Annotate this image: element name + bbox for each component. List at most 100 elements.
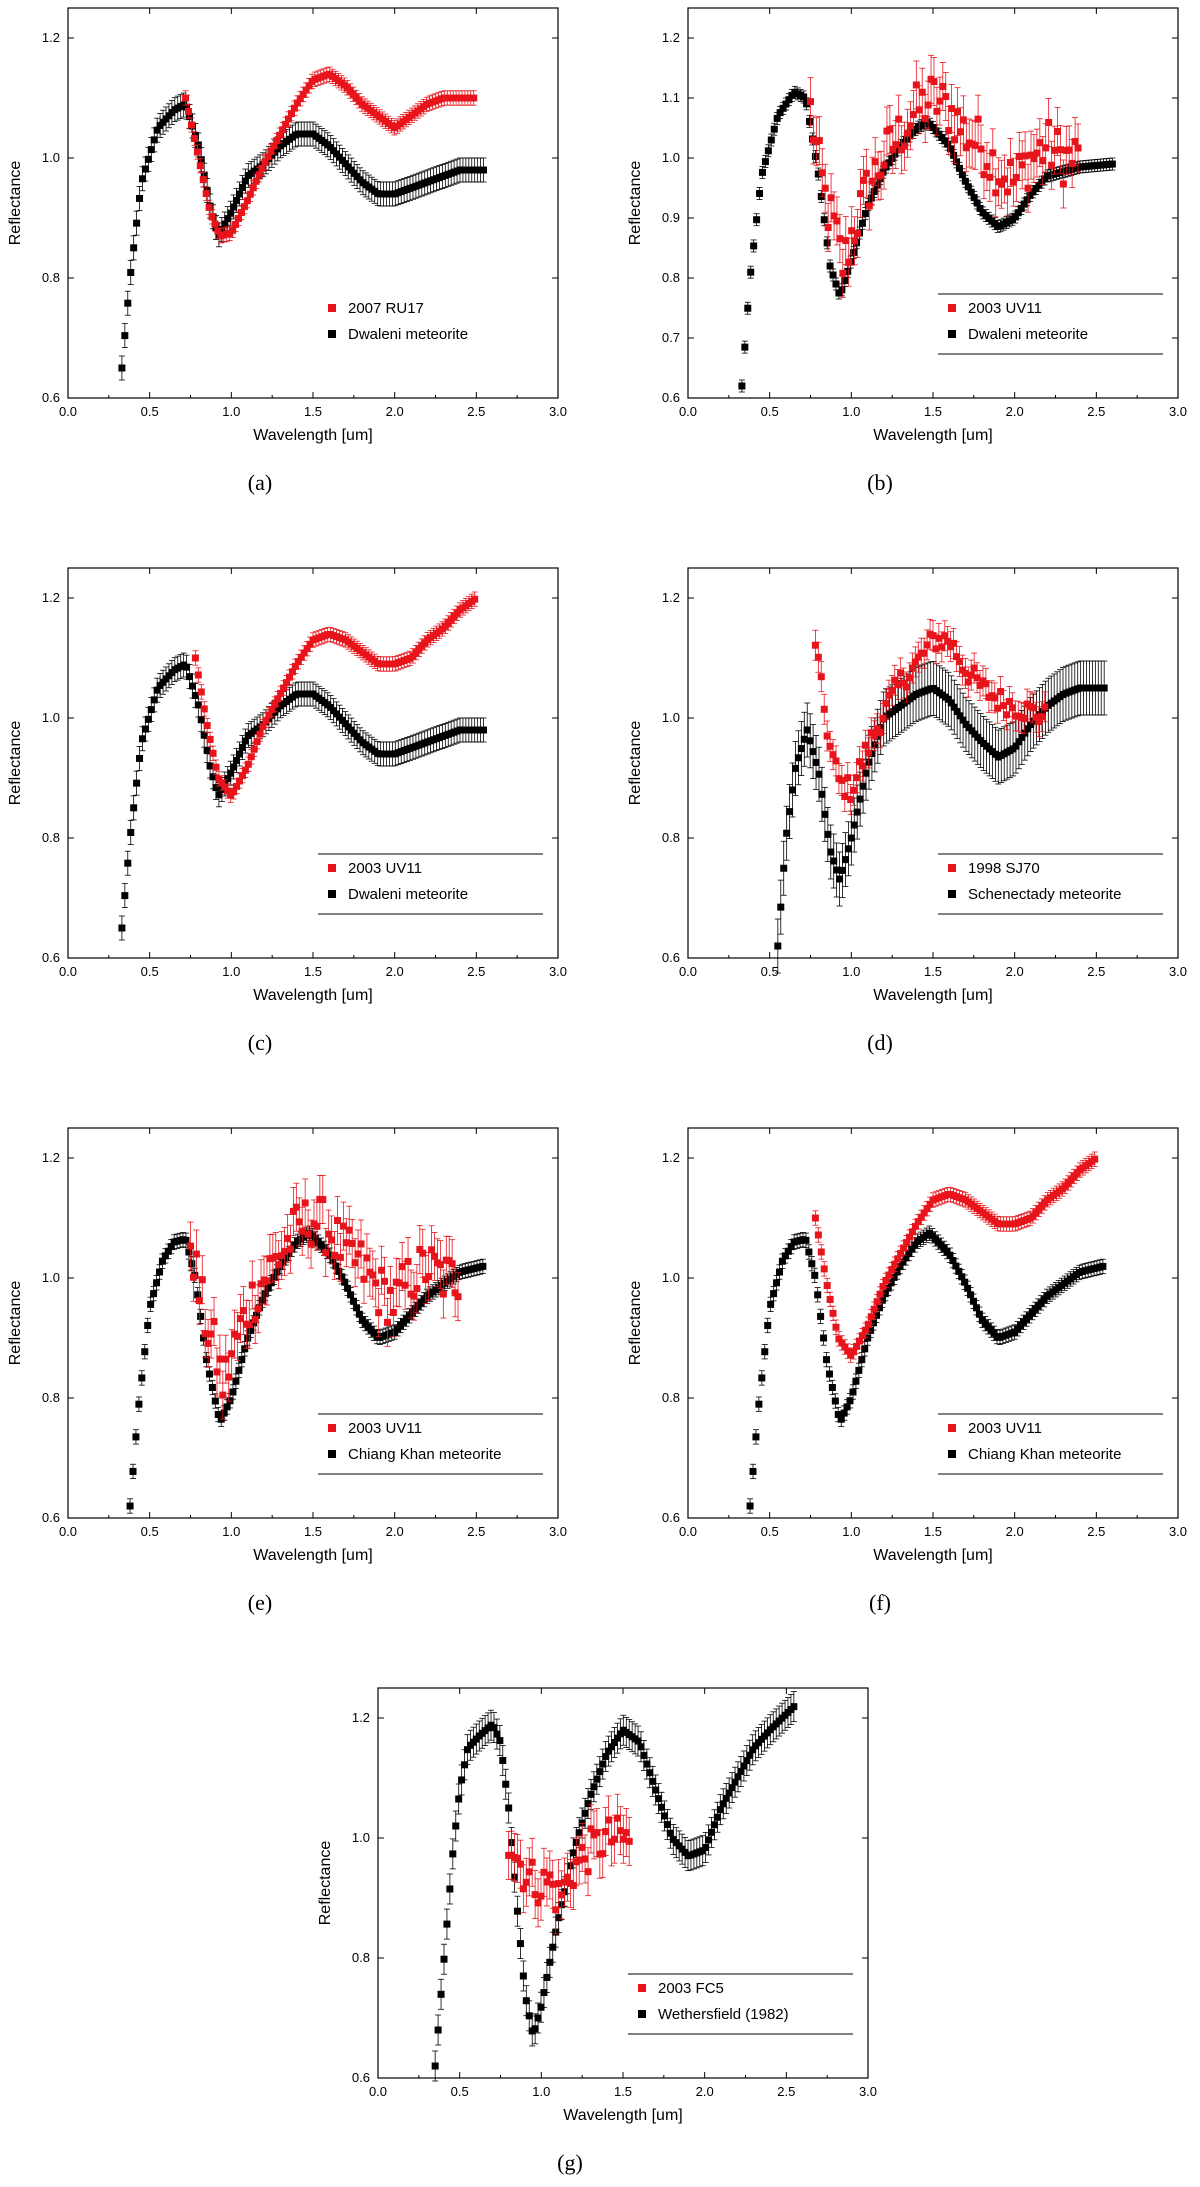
data-point — [862, 169, 870, 177]
data-point — [238, 744, 246, 752]
data-point — [389, 1308, 397, 1316]
data-point — [844, 267, 852, 275]
x-axis-label: Wavelength [um] — [253, 1547, 372, 1564]
x-tick-label: 2.5 — [467, 404, 485, 419]
data-point — [902, 1254, 910, 1262]
data-point — [200, 1334, 208, 1342]
caption-d: (d) — [867, 1030, 893, 1055]
data-point — [138, 175, 146, 183]
data-point — [811, 641, 819, 649]
data-point — [944, 695, 952, 703]
data-point — [182, 94, 190, 102]
data-point — [241, 1345, 249, 1353]
data-point — [1100, 684, 1108, 692]
data-point — [1053, 128, 1061, 136]
data-point — [1108, 160, 1116, 168]
data-point — [876, 728, 884, 736]
data-point — [889, 145, 897, 153]
data-point — [809, 748, 817, 756]
series-0 — [191, 591, 479, 803]
data-point — [398, 1263, 406, 1271]
data-point — [197, 716, 205, 724]
data-point — [1012, 742, 1020, 750]
y-tick-label: 0.6 — [42, 1510, 60, 1525]
data-point — [829, 271, 837, 279]
data-point — [419, 1249, 427, 1257]
data-point — [841, 277, 849, 285]
y-axis-label: Reflectance — [7, 1281, 24, 1366]
data-point — [847, 796, 855, 804]
data-point — [832, 280, 840, 288]
data-point — [970, 664, 978, 672]
data-point — [289, 1207, 297, 1215]
data-point — [288, 668, 296, 676]
data-point — [781, 1252, 789, 1260]
data-point — [776, 109, 784, 117]
x-tick-label: 1.5 — [304, 1524, 322, 1539]
data-point — [861, 210, 869, 218]
data-point — [235, 1366, 243, 1374]
data-point — [352, 1304, 360, 1312]
data-point — [1048, 161, 1056, 169]
legend-marker — [328, 304, 336, 312]
data-point — [150, 696, 158, 704]
x-tick-label: 1.5 — [304, 404, 322, 419]
data-point — [744, 304, 752, 312]
data-point — [812, 758, 820, 766]
data-point — [870, 188, 878, 196]
data-point — [841, 793, 849, 801]
x-axis-label: Wavelength [um] — [873, 987, 992, 1004]
legend: 1998 SJ70 Schenectady meteorite — [938, 853, 1163, 915]
data-point — [909, 111, 917, 119]
data-point — [203, 1356, 211, 1364]
y-axis-label: Reflectance — [7, 721, 24, 806]
data-point — [871, 741, 879, 749]
data-point — [258, 164, 266, 172]
data-point — [807, 98, 814, 106]
data-point — [870, 732, 878, 740]
data-point — [786, 808, 794, 816]
caption-c: (c) — [247, 1030, 273, 1055]
data-point — [164, 1247, 172, 1255]
data-point — [1026, 191, 1034, 199]
data-point — [186, 673, 194, 681]
data-point — [1008, 704, 1016, 712]
data-point — [413, 1285, 421, 1293]
data-point — [811, 1271, 819, 1279]
chart-e: 0.0 0.5 1.0 1.5 2.0 2.5 3.0 0.6 0.8 1.0 1.2 Wavelen… — [0, 1120, 580, 1590]
data-point — [205, 203, 213, 211]
data-point — [780, 864, 788, 872]
data-point — [935, 634, 943, 642]
x-axis-label: Wavelength [um] — [253, 987, 372, 1004]
legend-label: Dwaleni meteorite — [968, 326, 1088, 343]
data-point — [961, 669, 969, 677]
data-point — [761, 158, 769, 166]
data-point — [338, 1273, 346, 1281]
data-point — [992, 189, 1000, 197]
data-point — [817, 673, 825, 681]
data-point — [201, 1330, 209, 1338]
legend: 2007 RU17 Dwaleni meteorite — [328, 300, 468, 343]
data-point — [961, 177, 969, 185]
data-point — [961, 1278, 969, 1286]
data-point — [1071, 138, 1079, 146]
data-point — [1059, 180, 1067, 188]
data-point — [187, 1242, 194, 1250]
data-point — [264, 1284, 272, 1292]
data-point — [190, 135, 198, 142]
data-point — [1032, 713, 1040, 721]
data-point — [856, 758, 863, 766]
data-point — [843, 1403, 851, 1411]
data-point — [296, 95, 304, 103]
chart-f-svg: 0.0 0.5 1.0 1.5 2.0 2.5 3.0 0.6 0.8 1.0 1.2 Wavelen… — [627, 1127, 1187, 1564]
data-point — [129, 1467, 137, 1475]
data-point — [239, 1307, 247, 1315]
data-point — [193, 148, 201, 156]
x-tick-label: 2.5 — [1087, 1524, 1105, 1539]
data-point — [924, 101, 932, 109]
data-point — [215, 775, 223, 783]
data-point — [1024, 725, 1032, 733]
data-point — [261, 158, 269, 166]
legend-label: 2003 UV11 — [348, 1420, 422, 1437]
data-point — [839, 866, 847, 874]
